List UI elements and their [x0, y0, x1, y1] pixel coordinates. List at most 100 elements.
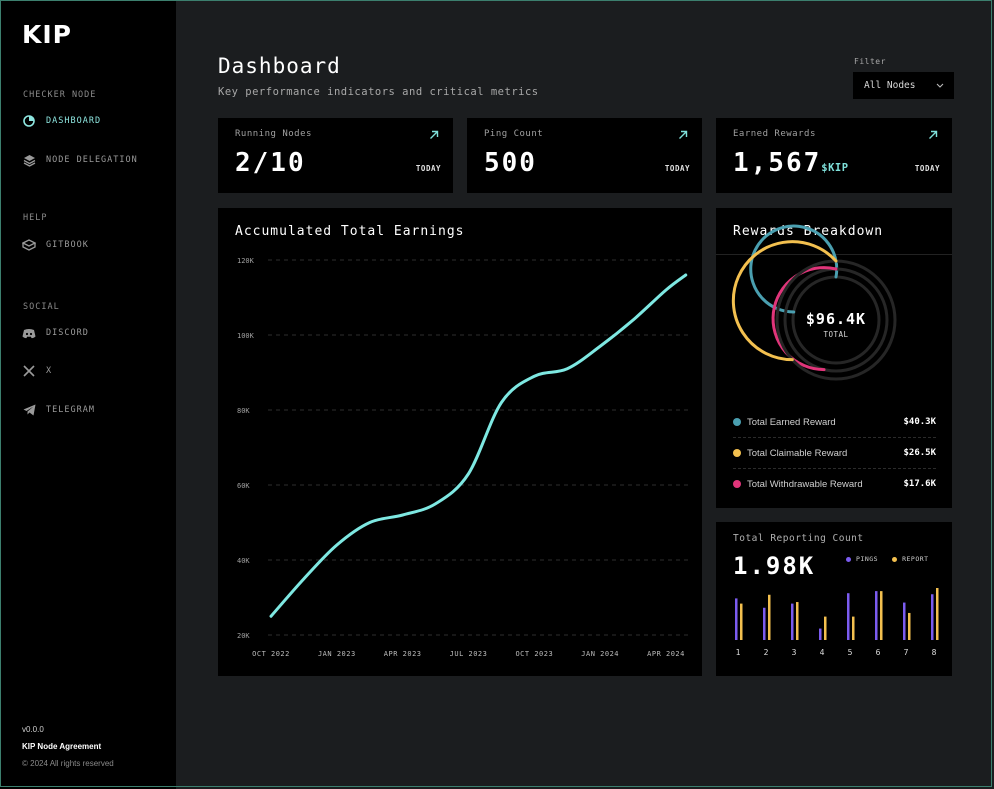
sidebar-item-label: X — [46, 366, 53, 376]
stat-number: 500 — [484, 148, 537, 178]
legend-report: REPORT — [892, 555, 928, 563]
node-agreement-link[interactable]: KIP Node Agreement — [22, 742, 102, 751]
page-subtitle: Key performance indicators and critical … — [218, 86, 539, 98]
rewards-total: $96.4K — [805, 310, 867, 328]
telegram-icon — [22, 403, 36, 417]
bar — [819, 628, 822, 640]
arrow-up-right-icon[interactable] — [678, 130, 688, 140]
ring-segment — [771, 266, 838, 372]
sidebar-item-gitbook[interactable]: GITBOOK — [22, 238, 89, 252]
reporting-bar-chart: 1 2 3 4 5 6 7 8 — [735, 588, 939, 657]
stat-value: 500 — [484, 148, 537, 178]
y-tick-label: 60K — [237, 482, 250, 490]
legend-label: REPORT — [902, 555, 929, 563]
x-tick-label: 5 — [848, 648, 853, 657]
sidebar: KIP CHECKER NODE DASHBOARD NODE DELEGATI… — [0, 0, 176, 789]
sidebar-item-label: NODE DELEGATION — [46, 155, 138, 165]
bar — [908, 612, 911, 640]
arrow-up-right-icon[interactable] — [429, 130, 439, 140]
sidebar-item-label: TELEGRAM — [46, 405, 95, 415]
x-tick-label: 7 — [904, 648, 909, 657]
earnings-series-line — [269, 273, 688, 618]
legend-row-earned: Total Earned Reward $40.3K — [733, 412, 936, 432]
divider — [733, 437, 936, 438]
legend-value: $17.6K — [903, 479, 936, 489]
earnings-chart-card: Accumulated Total Earnings 120K 100K 80K 60… — [218, 208, 702, 676]
sidebar-item-node-delegation[interactable]: NODE DELEGATION — [22, 153, 138, 167]
bar — [936, 588, 939, 640]
stat-card-earned-rewards: Earned Rewards 1,567$KIP TODAY — [716, 118, 952, 193]
sidebar-item-label: DISCORD — [46, 328, 89, 338]
x-icon — [22, 364, 36, 378]
bar — [852, 616, 855, 640]
legend-dot — [733, 480, 741, 488]
x-tick-label: 2 — [764, 648, 769, 657]
bar — [903, 602, 906, 640]
stat-number: 1,567 — [733, 148, 822, 178]
legend-dot — [846, 556, 851, 562]
legend-label: PINGS — [856, 555, 879, 563]
ring-segment — [731, 240, 838, 362]
legend-row-claimable: Total Claimable Reward $26.5K — [733, 443, 936, 463]
stat-card-ping-count: Ping Count 500 TODAY — [467, 118, 702, 193]
stat-value: 1,567$KIP — [733, 148, 849, 178]
sidebar-item-discord[interactable]: DISCORD — [22, 326, 89, 340]
x-tick-label: APR 2024 — [647, 650, 685, 658]
section-social: SOCIAL — [23, 302, 60, 312]
rewards-title: Rewards Breakdown — [733, 224, 884, 239]
kip-logo[interactable]: KIP — [22, 20, 72, 49]
x-tick-label: OCT 2023 — [515, 650, 553, 658]
rewards-total-label: TOTAL — [823, 330, 849, 339]
rewards-ring-chart — [731, 224, 897, 381]
divider — [733, 468, 936, 469]
bar — [796, 602, 799, 640]
sidebar-item-dashboard[interactable]: DASHBOARD — [22, 114, 101, 128]
earnings-line-chart: 120K 100K 80K 60K 40K 20K OCT 2022 JAN 2023 APR … — [237, 257, 688, 658]
x-tick-label: OCT 2022 — [252, 650, 290, 658]
arrow-up-right-icon[interactable] — [928, 130, 938, 140]
bar — [791, 603, 794, 640]
bar — [875, 591, 878, 640]
legend-dot — [892, 556, 898, 562]
earnings-title: Accumulated Total Earnings — [235, 224, 465, 239]
legend-row-withdrawable: Total Withdrawable Reward $17.6K — [733, 474, 936, 494]
bar — [824, 616, 827, 640]
x-tick-label: APR 2023 — [384, 650, 422, 658]
x-tick-label: JUL 2023 — [450, 650, 488, 658]
gitbook-icon — [22, 238, 36, 252]
legend-label: Total Earned Reward — [747, 416, 836, 428]
y-tick-label: 80K — [237, 407, 250, 415]
sidebar-item-label: GITBOOK — [46, 240, 89, 250]
bar — [735, 598, 738, 640]
bar — [740, 603, 743, 640]
page-title: Dashboard — [218, 54, 341, 78]
legend-pings: PINGS — [846, 555, 878, 563]
x-tick-label: 8 — [932, 648, 937, 657]
version-text: v0.0.0 — [22, 725, 44, 734]
y-tick-label: 40K — [237, 557, 250, 565]
legend-value: $40.3K — [903, 417, 936, 427]
stat-period: TODAY — [914, 164, 940, 173]
stat-unit: $KIP — [821, 162, 849, 174]
section-checker-node: CHECKER NODE — [23, 90, 97, 100]
stat-period: TODAY — [415, 164, 441, 173]
section-help: HELP — [23, 213, 48, 223]
rewards-breakdown-card: Rewards Breakdown $96.4K TOTAL Total Ear… — [716, 208, 952, 508]
bar — [768, 594, 771, 640]
bar — [763, 607, 766, 640]
sidebar-item-x[interactable]: X — [22, 364, 52, 378]
reporting-value: 1.98K — [733, 552, 816, 580]
x-tick-label: 6 — [876, 648, 881, 657]
dashboard-icon — [22, 114, 36, 128]
stat-label: Earned Rewards — [733, 129, 816, 139]
x-tick-label: 4 — [820, 648, 825, 657]
x-tick-label: JAN 2024 — [581, 650, 619, 658]
x-tick-label: 1 — [736, 648, 741, 657]
bar — [880, 591, 883, 640]
copyright-text: © 2024 All rights reserved — [22, 759, 114, 768]
sidebar-item-label: DASHBOARD — [46, 116, 102, 126]
bar — [931, 594, 934, 640]
node-filter-select[interactable]: All Nodes — [853, 72, 954, 99]
reporting-legend: PINGS REPORT — [846, 555, 929, 563]
sidebar-item-telegram[interactable]: TELEGRAM — [22, 403, 95, 417]
